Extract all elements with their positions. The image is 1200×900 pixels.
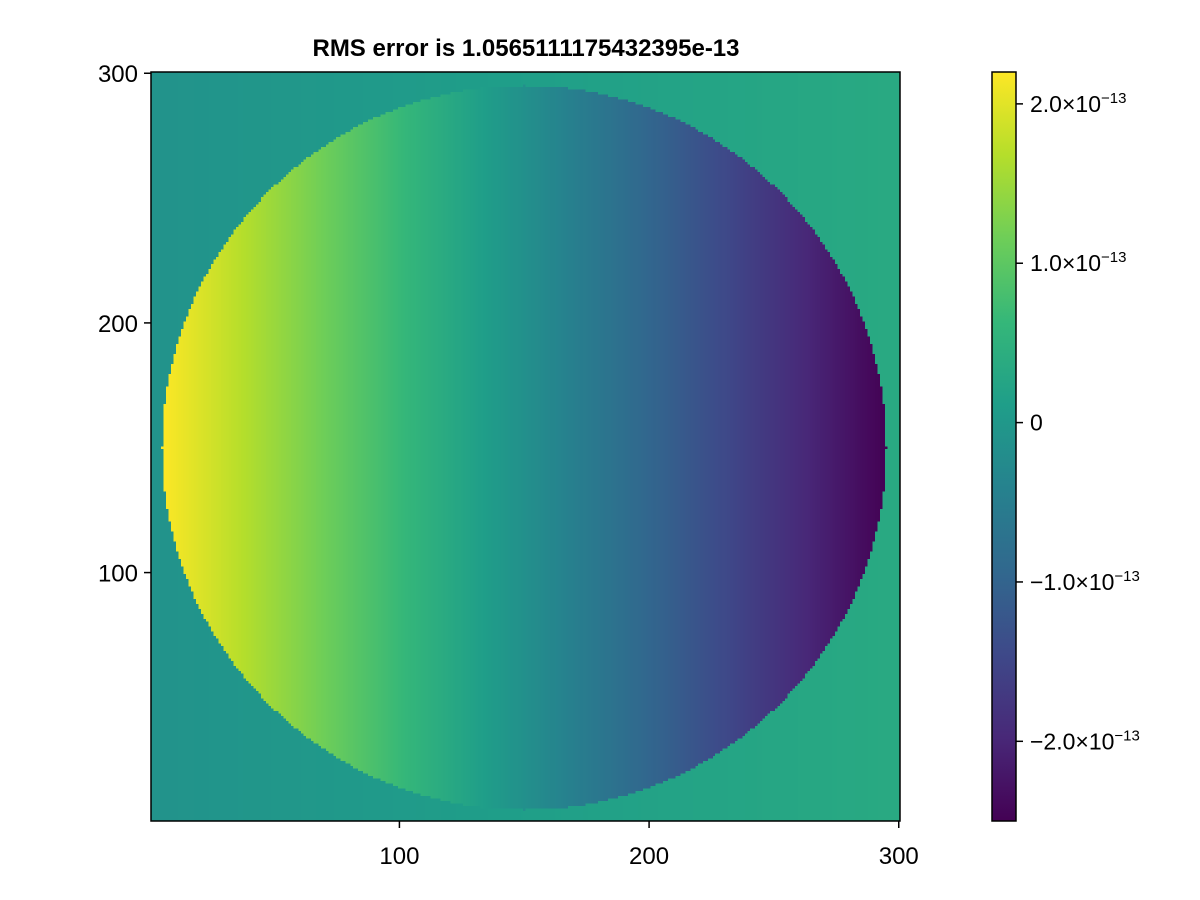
- plot-area: [150, 71, 901, 822]
- x-tick-label: 200: [629, 843, 669, 870]
- heatmap-image: [151, 72, 900, 821]
- colorbar-tick-label: 2.0×10−13: [1030, 90, 1126, 117]
- colorbar-ticks: 2.0×10−13 1.0×10−13 0 −1.0×10−13 −2.0×10−13: [1016, 90, 1140, 754]
- colorbar-tick-label: 0: [1030, 410, 1043, 436]
- colorbar: 2.0×10−13 1.0×10−13 0 −1.0×10−13 −2.0×10−13: [991, 71, 1140, 822]
- chart-title: RMS error is 1.0565111175432395e-13: [312, 35, 739, 62]
- y-axis: 100 200 300: [98, 61, 151, 588]
- y-tick-label: 100: [98, 561, 138, 588]
- colorbar-tick-label: 1.0×10−13: [1030, 249, 1126, 276]
- x-tick-label: 300: [879, 843, 919, 870]
- y-tick-label: 300: [98, 61, 138, 88]
- plot-frame: [150, 71, 901, 822]
- x-axis: 100 200 300: [379, 821, 919, 870]
- y-tick-label: 200: [98, 311, 138, 338]
- colorbar-gradient: [991, 71, 1017, 822]
- colorbar-tick-label: −1.0×10−13: [1030, 568, 1140, 595]
- x-tick-label: 100: [379, 843, 419, 870]
- colorbar-tick-label: −2.0×10−13: [1030, 727, 1140, 754]
